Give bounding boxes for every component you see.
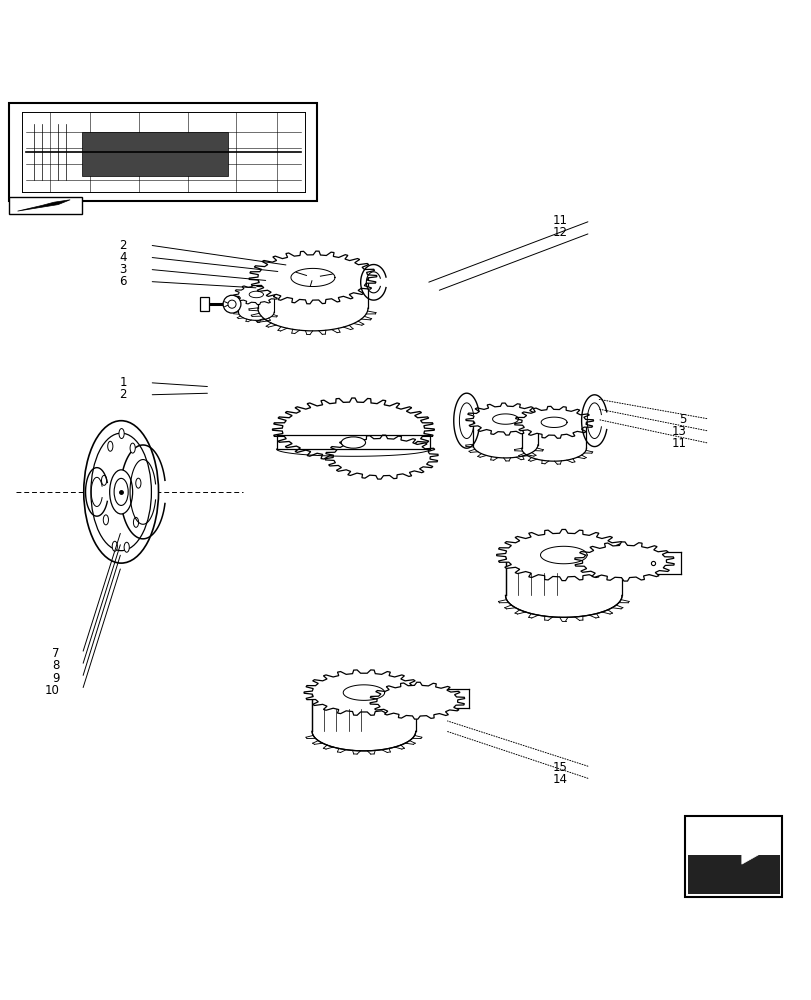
Polygon shape xyxy=(370,682,464,719)
Polygon shape xyxy=(574,542,673,581)
Text: 11: 11 xyxy=(671,437,686,450)
Text: 7: 7 xyxy=(52,647,59,660)
Text: 14: 14 xyxy=(552,773,567,786)
Ellipse shape xyxy=(84,421,158,563)
Text: 2: 2 xyxy=(119,388,127,401)
Ellipse shape xyxy=(101,475,106,485)
Ellipse shape xyxy=(108,441,113,451)
Text: 13: 13 xyxy=(671,425,686,438)
Bar xyxy=(10,197,82,214)
Bar xyxy=(10,103,316,201)
Polygon shape xyxy=(303,670,423,715)
Ellipse shape xyxy=(228,300,236,308)
Polygon shape xyxy=(325,435,438,479)
Polygon shape xyxy=(707,828,766,864)
Text: 11: 11 xyxy=(552,214,567,227)
Text: 9: 9 xyxy=(52,672,59,685)
Ellipse shape xyxy=(112,541,118,551)
Polygon shape xyxy=(514,406,593,438)
Text: 10: 10 xyxy=(45,684,59,697)
Polygon shape xyxy=(466,403,544,435)
Text: 5: 5 xyxy=(679,413,686,426)
Bar xyxy=(687,855,779,894)
Bar xyxy=(82,132,228,176)
Text: 8: 8 xyxy=(52,659,59,672)
Text: 3: 3 xyxy=(119,263,127,276)
Ellipse shape xyxy=(109,470,132,514)
Ellipse shape xyxy=(135,478,141,488)
Ellipse shape xyxy=(223,295,241,313)
Polygon shape xyxy=(249,251,376,304)
Polygon shape xyxy=(234,284,279,305)
Polygon shape xyxy=(272,398,434,461)
Text: 12: 12 xyxy=(552,226,567,239)
Ellipse shape xyxy=(341,437,365,448)
Text: 15: 15 xyxy=(552,761,567,774)
Text: 2: 2 xyxy=(119,239,127,252)
Ellipse shape xyxy=(103,515,109,525)
Text: 4: 4 xyxy=(119,251,127,264)
Ellipse shape xyxy=(119,429,124,439)
Polygon shape xyxy=(18,200,70,211)
Ellipse shape xyxy=(124,542,129,552)
Ellipse shape xyxy=(91,433,151,551)
Ellipse shape xyxy=(130,443,135,453)
Bar xyxy=(684,816,781,897)
Text: 6: 6 xyxy=(119,275,127,288)
Text: 1: 1 xyxy=(119,376,127,389)
Ellipse shape xyxy=(133,517,139,527)
Polygon shape xyxy=(496,529,630,581)
Ellipse shape xyxy=(114,478,128,505)
Bar xyxy=(200,297,208,311)
